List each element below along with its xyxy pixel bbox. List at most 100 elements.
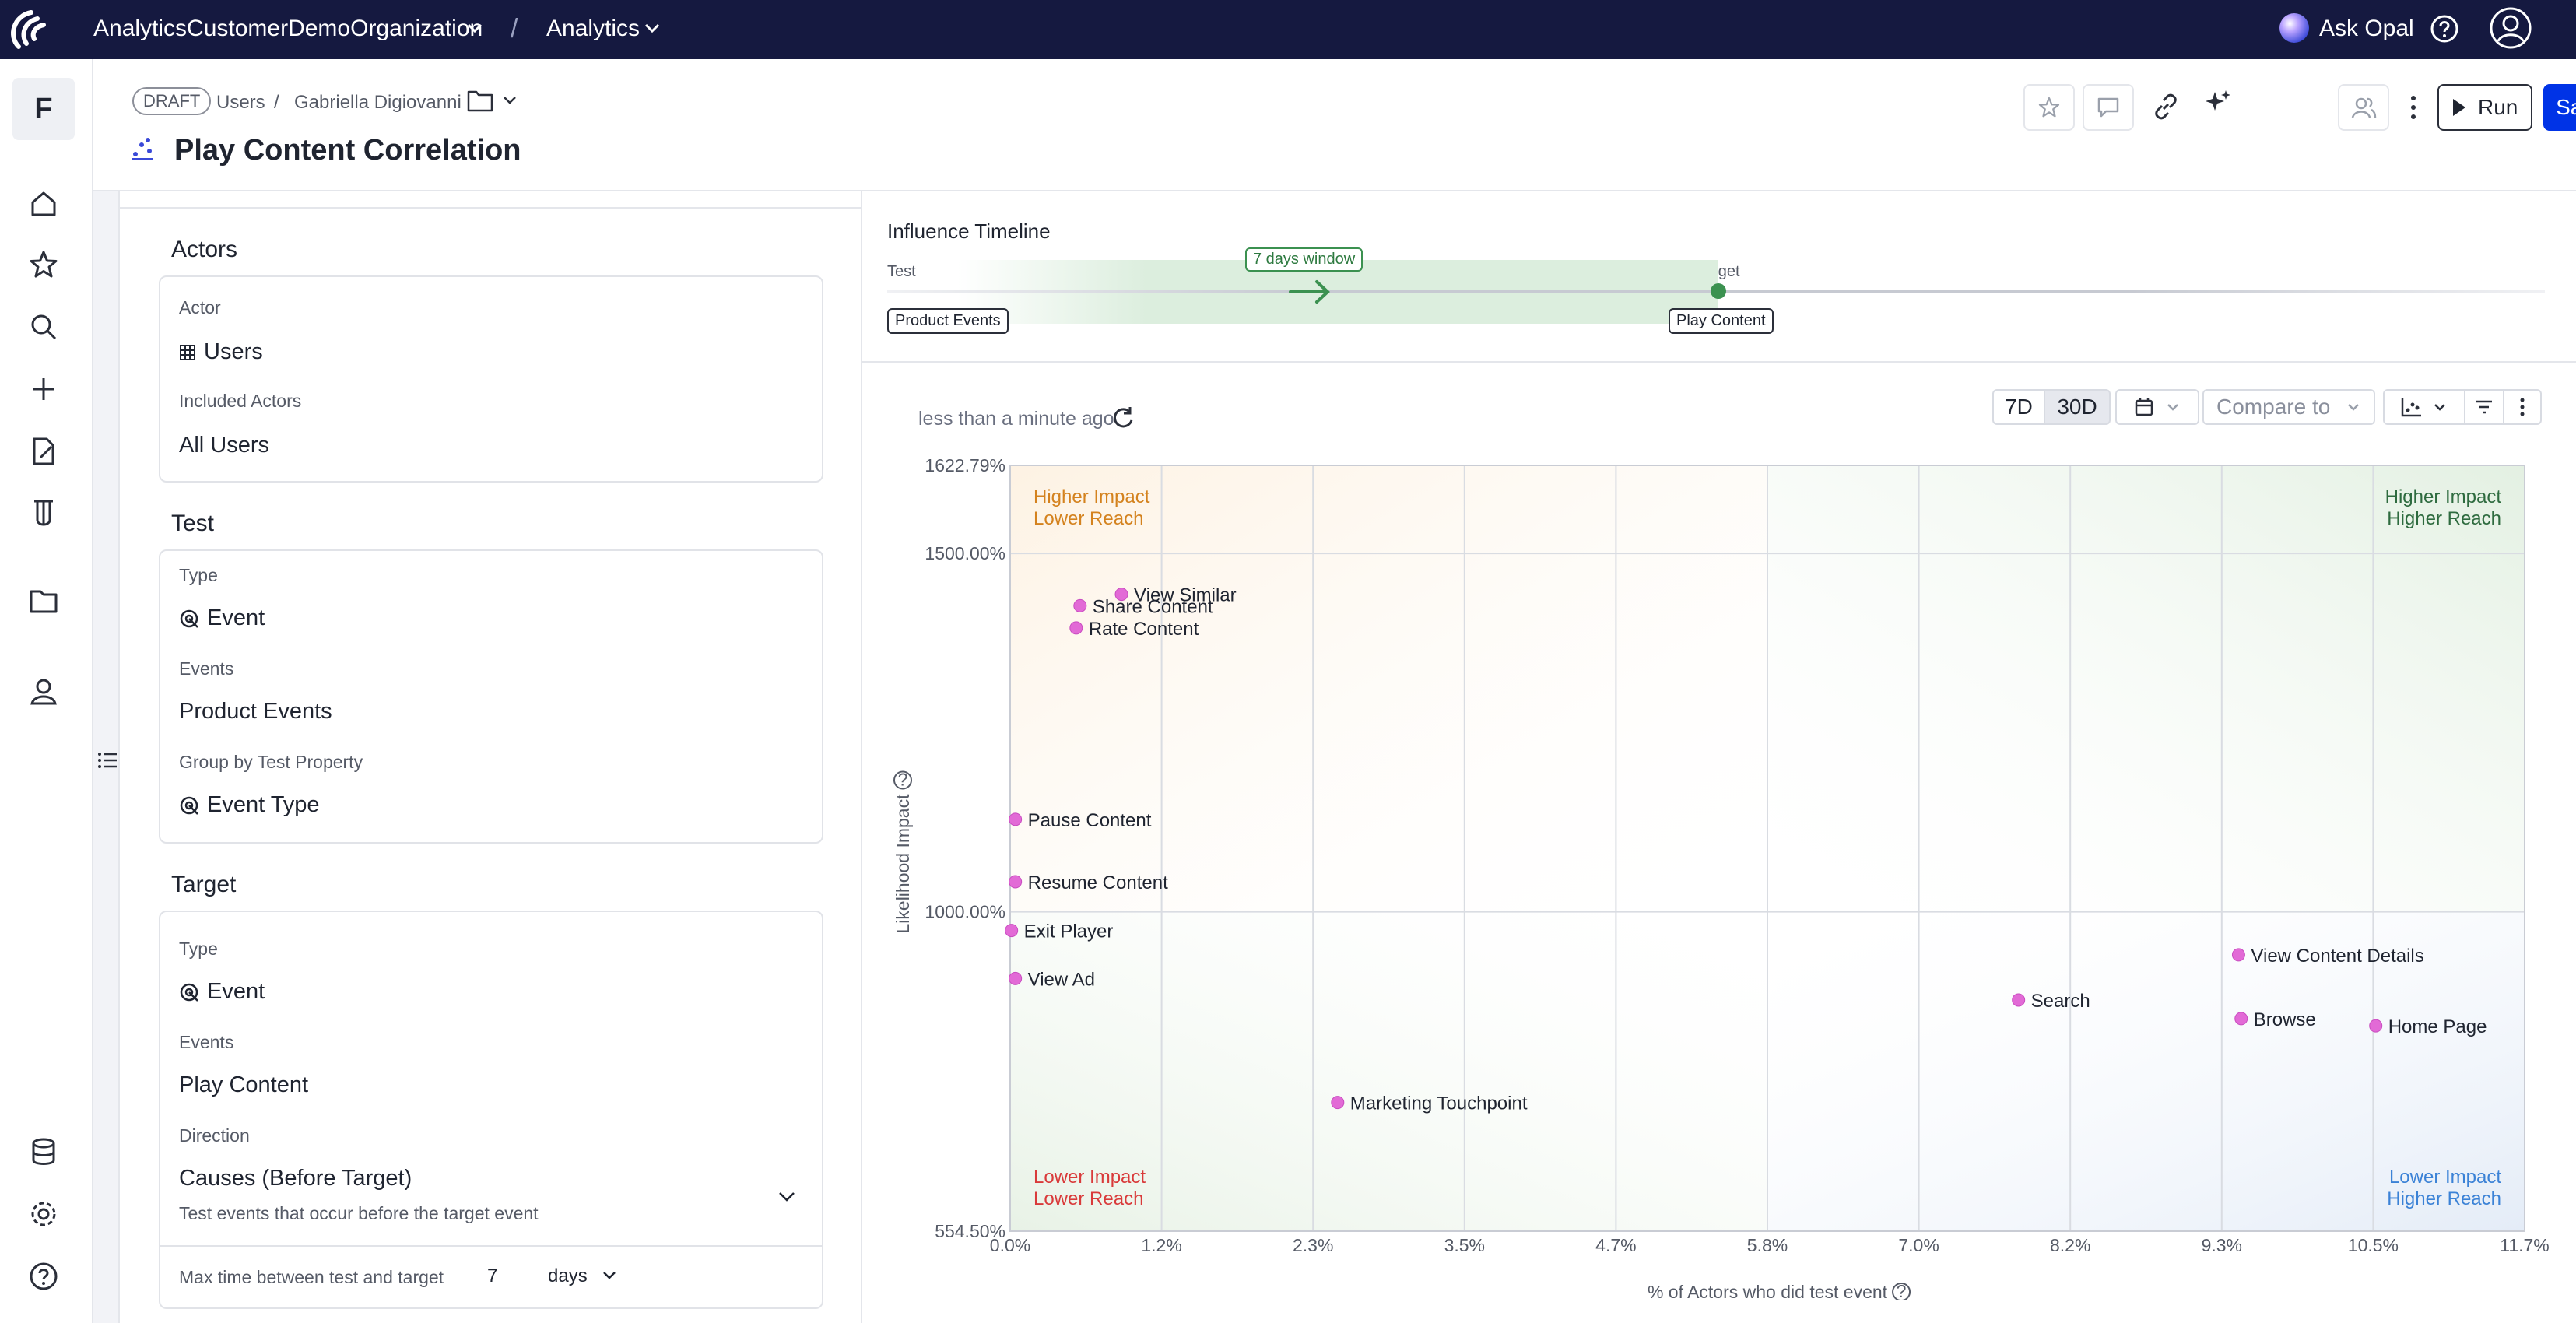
folder-icon[interactable]	[28, 585, 59, 616]
help-icon[interactable]	[2430, 14, 2459, 44]
quadrant-label-top-right: Higher Reach	[2387, 508, 2501, 529]
quadrant-label-top-left: Lower Reach	[1034, 508, 1143, 529]
org-selector[interactable]: AnalyticsCustomerDemoOrganization	[93, 16, 483, 41]
unit-chevron-down-icon[interactable]	[601, 1267, 618, 1288]
range-7d-button[interactable]: 7D	[1992, 389, 2045, 425]
save-button[interactable]: Save	[2543, 84, 2576, 131]
share-users-button[interactable]	[2338, 84, 2389, 131]
test-events-value[interactable]: Product Events	[179, 699, 332, 724]
breadcrumb-owner[interactable]: Gabriella Digiovanni	[294, 92, 462, 113]
max-time-label: Max time between test and target	[179, 1267, 444, 1287]
timeline-divider	[862, 361, 2576, 363]
y-tick-label: 554.50%	[935, 1221, 1005, 1241]
quadrant-label-bottom-left: Lower Impact	[1034, 1167, 1146, 1188]
compare-to-select[interactable]: Compare to	[2202, 389, 2375, 425]
help-glyph: ?	[1897, 1281, 1907, 1300]
data-point[interactable]	[2369, 1019, 2383, 1033]
data-point-label: Marketing Touchpoint	[1350, 1093, 1528, 1114]
test-type-value[interactable]: Event	[179, 605, 265, 631]
data-point[interactable]	[1069, 621, 1083, 635]
quadrant-label-bottom-right: Higher Reach	[2387, 1188, 2501, 1209]
create-plus-icon[interactable]	[28, 374, 59, 405]
data-point[interactable]	[1073, 598, 1087, 612]
data-point-label: Rate Content	[1089, 619, 1199, 640]
target-events-value[interactable]: Play Content	[179, 1072, 309, 1097]
max-time-unit-select[interactable]: days	[548, 1265, 588, 1286]
table-grid-icon	[180, 344, 195, 360]
search-icon[interactable]	[28, 311, 59, 342]
settings-gear-icon[interactable]	[28, 1198, 59, 1230]
outline-toggle-icon[interactable]	[97, 750, 120, 774]
card-divider	[160, 1245, 822, 1247]
y-tick-label: 1000.00%	[925, 902, 1005, 922]
more-options-icon[interactable]	[2408, 92, 2419, 127]
comments-button[interactable]	[2083, 84, 2134, 131]
data-point[interactable]	[1005, 924, 1019, 938]
edit-document-icon[interactable]	[28, 436, 59, 467]
chart-more-button[interactable]	[2503, 389, 2542, 425]
date-picker-button[interactable]	[2115, 389, 2199, 425]
x-tick-label: 4.7%	[1595, 1235, 1636, 1255]
chevron-down-icon	[2434, 404, 2445, 411]
data-point[interactable]	[2231, 948, 2245, 962]
test-section-title: Test	[171, 511, 215, 536]
data-point[interactable]	[1331, 1096, 1345, 1110]
more-options-icon	[2520, 398, 2525, 416]
group-by-label: Group by Test Property	[179, 752, 363, 772]
direction-value[interactable]: Causes (Before Target)	[179, 1166, 412, 1191]
folder-chevron-down-icon[interactable]	[501, 92, 518, 113]
lab-flask-icon[interactable]	[28, 497, 59, 528]
help-circle-icon[interactable]	[28, 1261, 59, 1292]
refresh-icon[interactable]	[1110, 405, 1136, 435]
filter-button[interactable]	[2464, 389, 2504, 425]
workspace-avatar[interactable]: F	[12, 78, 75, 140]
data-point[interactable]	[1009, 875, 1023, 889]
direction-label: Direction	[179, 1125, 250, 1146]
star-icon	[2038, 97, 2060, 118]
data-point[interactable]	[1009, 812, 1023, 826]
quadrant-label-bottom-left: Lower Reach	[1034, 1188, 1143, 1209]
org-chevron-down-icon[interactable]	[465, 19, 484, 37]
x-axis-title: % of Actors who did test event	[1648, 1282, 1888, 1300]
test-type-text: Event	[207, 605, 265, 630]
chart-type-select[interactable]	[2383, 389, 2465, 425]
quadrant-top-right	[1767, 465, 2525, 912]
range-30d-button[interactable]: 30D	[2044, 389, 2111, 425]
direction-chevron-down-icon[interactable]	[777, 1186, 797, 1210]
user-account-icon[interactable]	[2489, 6, 2532, 50]
data-point[interactable]	[2012, 993, 2026, 1007]
folder-move-icon[interactable]	[467, 89, 493, 116]
home-icon[interactable]	[28, 188, 59, 219]
app-logo-icon[interactable]	[5, 5, 54, 54]
max-time-input[interactable]: 7	[487, 1265, 498, 1286]
copy-link-icon[interactable]	[2153, 93, 2179, 124]
app-selector[interactable]: Analytics	[546, 16, 640, 41]
x-axis-help-icon[interactable]: ?	[1892, 1281, 1911, 1300]
favorite-button[interactable]	[2023, 84, 2075, 131]
ask-opal-button[interactable]: Ask Opal	[2319, 16, 2414, 41]
breadcrumb-users[interactable]: Users	[216, 92, 265, 113]
timeline-target-event: Play Content	[1669, 308, 1774, 334]
x-tick-label: 0.0%	[990, 1235, 1030, 1255]
timeline-test-event: Product Events	[887, 308, 1009, 334]
app-chevron-down-icon[interactable]	[643, 19, 662, 37]
data-point[interactable]	[1114, 588, 1128, 602]
included-actors-value[interactable]: All Users	[179, 433, 270, 458]
y-axis-help-icon[interactable]: ?	[893, 770, 912, 790]
data-point[interactable]	[2234, 1012, 2248, 1026]
group-by-value[interactable]: Event Type	[179, 792, 320, 818]
window-badge: 7 days window	[1245, 247, 1363, 272]
profile-icon[interactable]	[28, 676, 59, 707]
test-card: Type Event Events Product Events Group b…	[159, 549, 823, 844]
ai-sparkle-icon[interactable]	[2204, 89, 2232, 121]
favorites-star-icon[interactable]	[28, 249, 59, 280]
data-point[interactable]	[1009, 971, 1023, 985]
actor-value[interactable]: Users	[179, 339, 263, 365]
correlation-scatter-chart: 0.0% 1.2% 2.3% 3.5% 4.7% 5.8% 7.0% 8.2% 9.3% 10.5…	[893, 455, 2550, 1300]
run-button[interactable]: Run	[2437, 84, 2532, 131]
page-title[interactable]: Play Content Correlation	[174, 134, 521, 167]
opal-orb-icon[interactable]	[2279, 12, 2310, 44]
plot-border	[1009, 465, 2525, 1232]
database-icon[interactable]	[28, 1136, 59, 1167]
target-type-value[interactable]: Event	[179, 979, 265, 1005]
